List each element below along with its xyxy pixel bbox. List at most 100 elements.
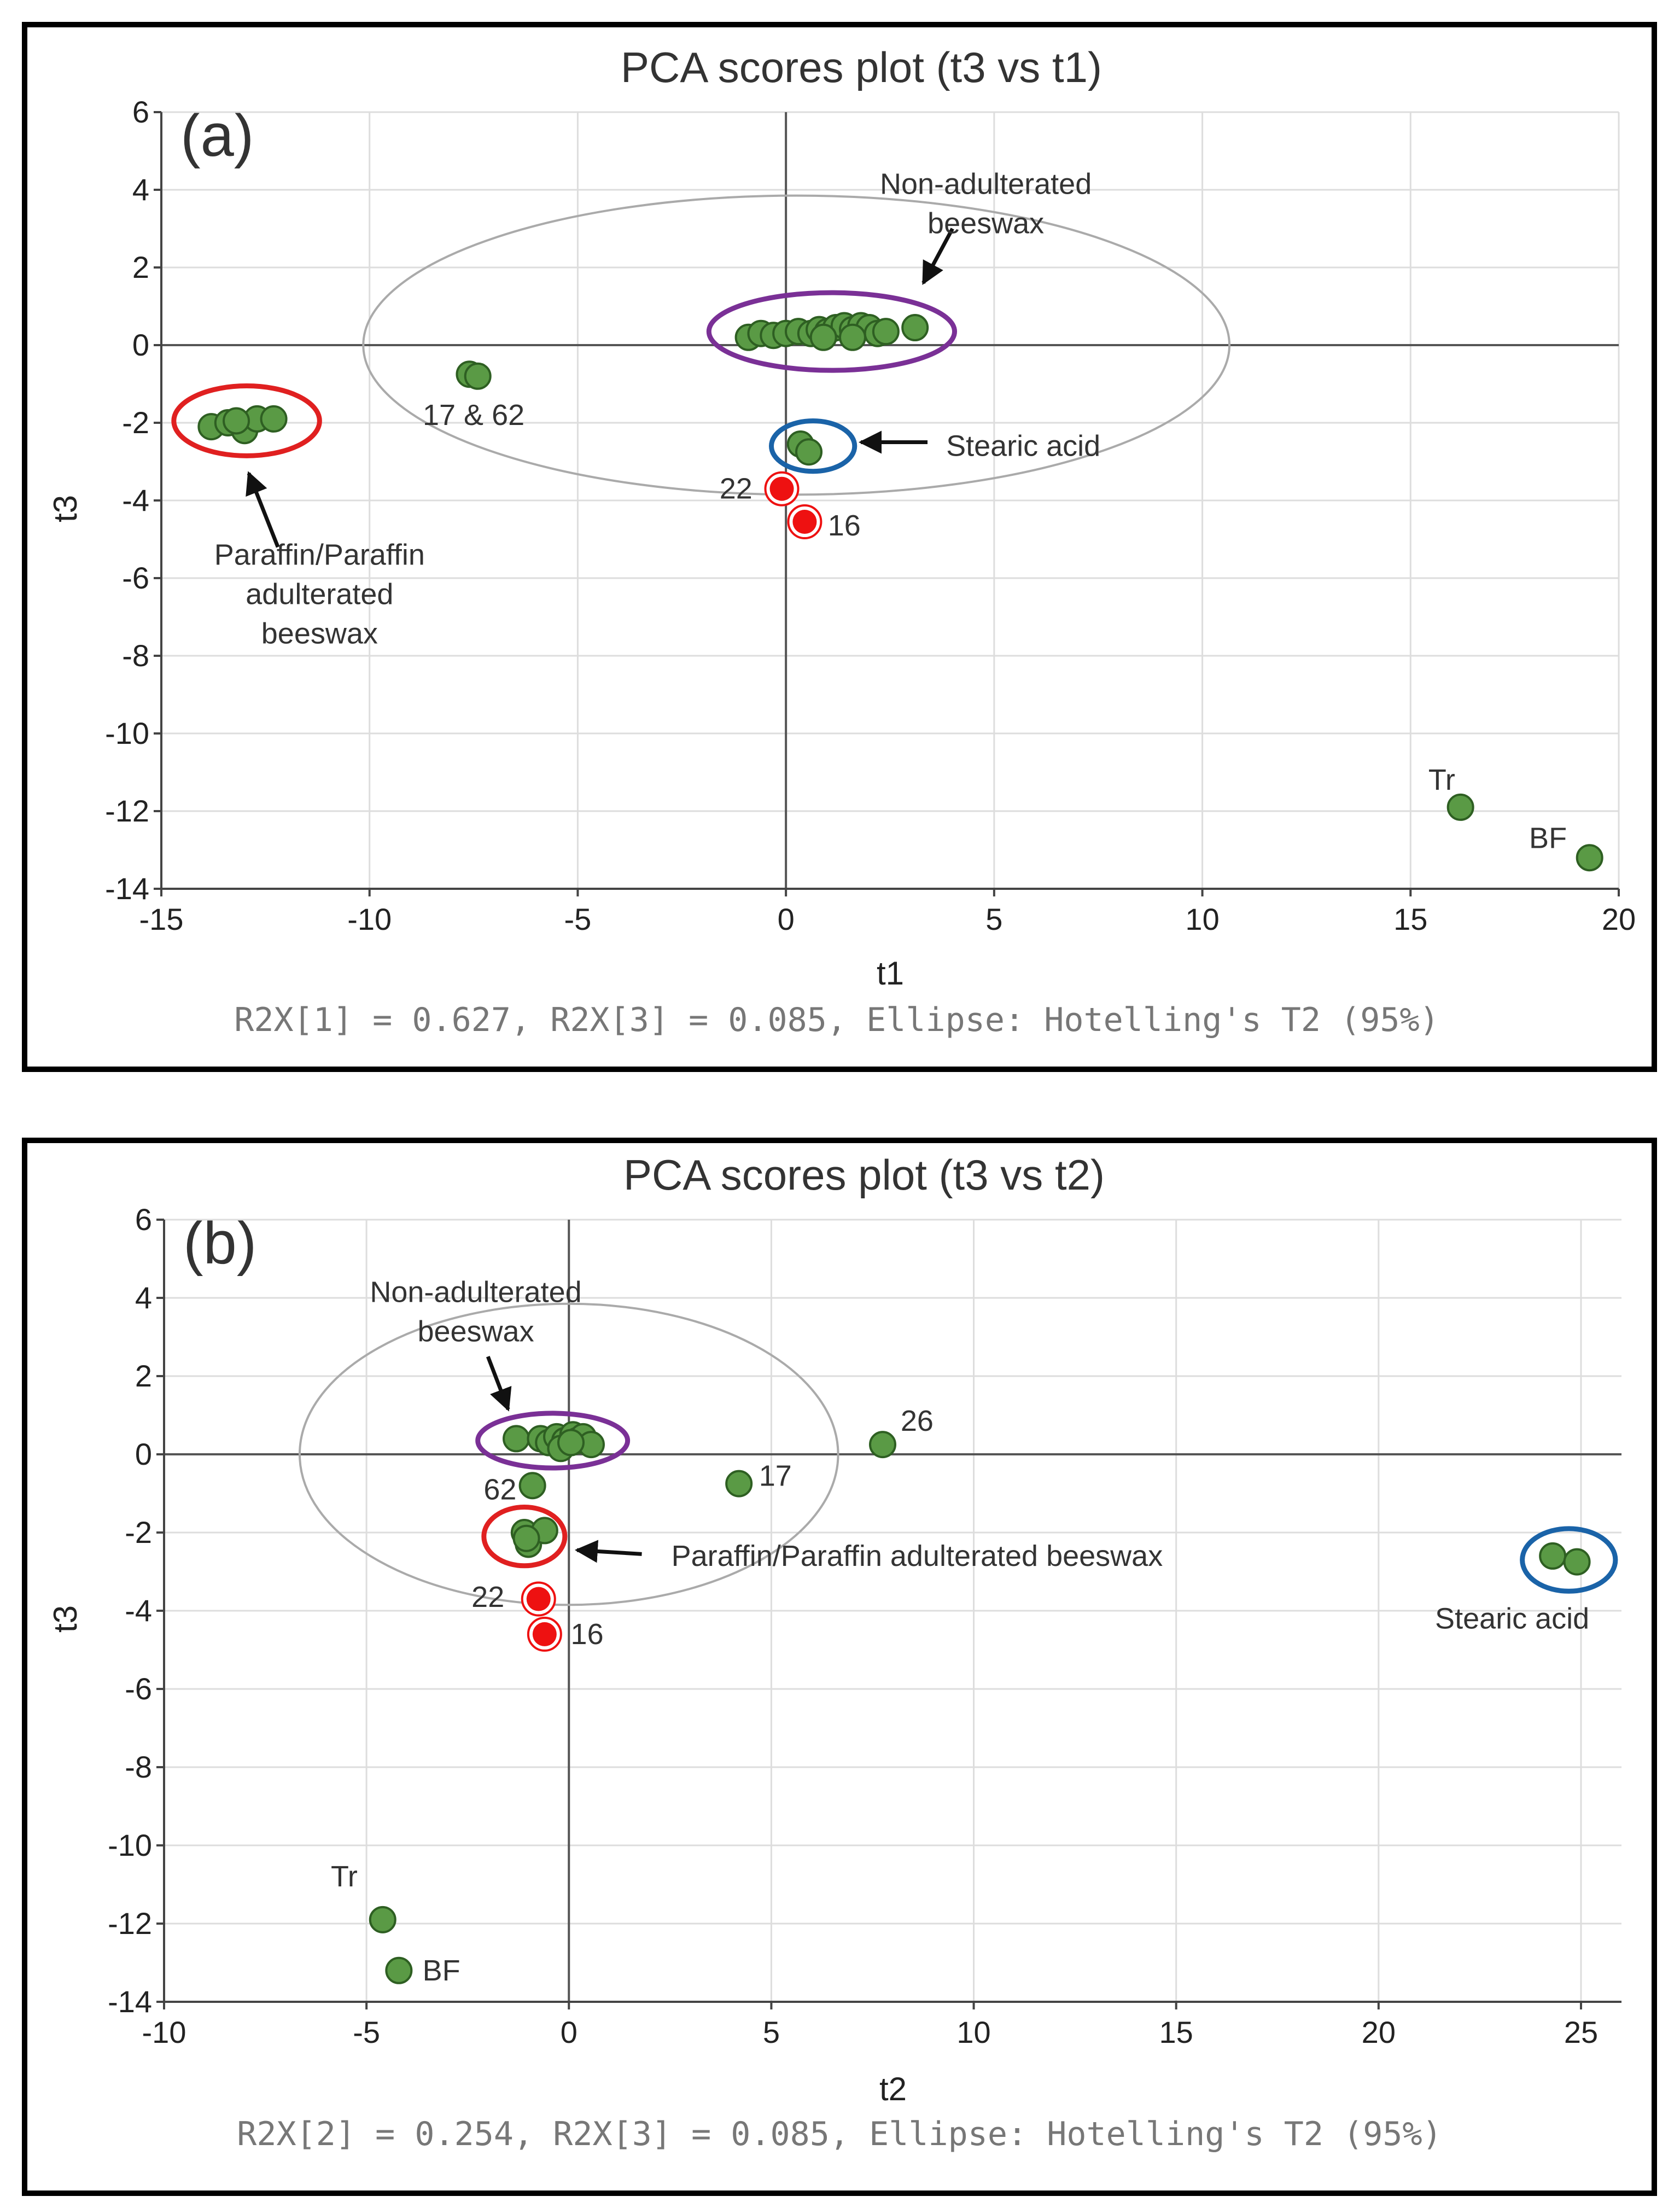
score-point [223,407,250,435]
y-tick-label: -12 [108,1906,152,1941]
group-ellipse-blue [1520,1526,1618,1594]
y-tick-label: 2 [135,1359,152,1393]
annotation-label: Tr [331,1860,358,1893]
y-tick-label: -12 [105,794,149,828]
annotation-label: 26 [901,1405,934,1437]
x-tick-label: -5 [564,902,592,936]
score-point [557,1429,585,1457]
hotelling-ellipse [298,1302,839,1606]
x-tick-label: 10 [1185,902,1219,936]
x-tick-label: 15 [1393,902,1427,936]
group-ellipse-purple [706,290,958,373]
score-point [464,362,492,390]
outlier-point [769,476,794,501]
x-tick-label: 20 [1362,2015,1396,2049]
x-tick-label: -10 [347,902,392,936]
y-tick-label: -2 [125,1515,152,1549]
x-tick-label: 25 [1564,2015,1598,2049]
x-tick-label: 5 [763,2015,780,2049]
y-tick-label: -4 [125,1593,152,1628]
annotation-label: 17 [759,1459,792,1492]
panel-b: PCA scores plot (t3 vs t2) (b) t2 t3 R2X… [22,1138,1657,2196]
y-tick-label: -4 [122,483,149,517]
annotation-label: adulterated [246,578,393,610]
annotation-label: Paraffin/Paraffin adulterated beeswax [672,1540,1163,1572]
annotation-label: 22 [720,473,752,505]
y-tick-label: -8 [125,1750,152,1784]
annotation-label: BF [1529,822,1567,855]
annotation-label: beeswax [261,617,378,650]
y-tick-label: -6 [125,1671,152,1706]
annotation-label: 17 & 62 [423,399,524,432]
score-point [1576,844,1603,872]
y-tick-label: -2 [122,405,149,440]
annotation-label: 22 [471,1581,504,1613]
x-axis-label: t1 [877,955,904,992]
annotation-label: Stearic acid [946,430,1100,463]
y-tick-label: 6 [135,1202,152,1237]
score-point [872,318,900,346]
annotation-label: Stearic acid [1435,1602,1589,1635]
y-tick-label: -14 [108,1984,152,2019]
chart-a-svg: PCA scores plot (t3 vs t1) (a) t1 t3 R2X… [47,43,1636,1039]
y-tick-label: 4 [132,172,149,207]
annotation-label: Tr [1428,764,1455,796]
annotation-label: Non-adulterated [370,1275,581,1308]
outlier-point [526,1587,551,1611]
annotation-label: beeswax [928,207,1044,240]
score-point [1539,1542,1567,1570]
score-point [868,1431,896,1459]
score-point [725,1470,753,1498]
y-tick-label: -8 [122,638,149,673]
group-ellipse-purple [475,1411,631,1471]
x-tick-label: -5 [353,2015,380,2049]
y-tick-label: -14 [105,871,149,906]
y-tick-label: 0 [132,328,149,362]
x-tick-label: 10 [956,2015,990,2049]
annotation-label: 62 [483,1473,516,1506]
y-tick-label: 0 [135,1437,152,1471]
annotation-label: Non-adulterated [880,167,1092,200]
annotation-label: BF [423,1954,460,1987]
chart-footer: R2X[1] = 0.627, R2X[3] = 0.085, Ellipse:… [234,1001,1439,1039]
x-tick-label: 5 [985,902,1002,936]
y-tick-label: -6 [122,561,149,595]
score-point [795,438,823,466]
x-tick-label: 0 [561,2015,578,2049]
annotation-arrow [921,228,954,286]
annotation-label: beeswax [417,1315,534,1348]
x-tick-label: -10 [142,2015,186,2049]
y-tick-label: 2 [132,250,149,284]
score-point [809,323,837,351]
group-ellipse-red [171,383,322,458]
outlier-point [792,510,817,534]
y-axis-label: t3 [47,1605,84,1633]
y-axis-label: t3 [47,495,84,522]
y-tick-label: 4 [135,1280,152,1315]
score-point [518,1472,546,1500]
score-point [1446,793,1474,821]
panel-a: PCA scores plot (t3 vs t1) (a) t1 t3 R2X… [22,22,1657,1072]
x-tick-label: 20 [1602,902,1636,936]
score-point [385,1956,413,1984]
x-axis-label: t2 [879,2071,907,2107]
score-point [838,323,866,351]
score-point [1563,1548,1591,1576]
chart-title: PCA scores plot (t3 vs t2) [623,1151,1105,1199]
score-point [369,1906,396,1933]
y-tick-label: -10 [105,716,149,750]
group-ellipse-blue [768,418,858,474]
outlier-point [532,1622,557,1646]
x-tick-label: 0 [778,902,795,936]
annotation-label: 16 [571,1618,604,1651]
score-point [503,1425,530,1453]
annotation-label: Paraffin/Paraffin [214,538,425,571]
score-point [260,405,288,433]
y-tick-label: -10 [108,1828,152,1862]
annotation-arrow [486,1355,512,1412]
group-ellipse-red [481,1505,568,1569]
chart-title: PCA scores plot (t3 vs t1) [621,43,1102,91]
y-tick-label: 6 [132,95,149,129]
x-tick-label: -15 [139,902,184,936]
x-tick-label: 15 [1159,2015,1193,2049]
